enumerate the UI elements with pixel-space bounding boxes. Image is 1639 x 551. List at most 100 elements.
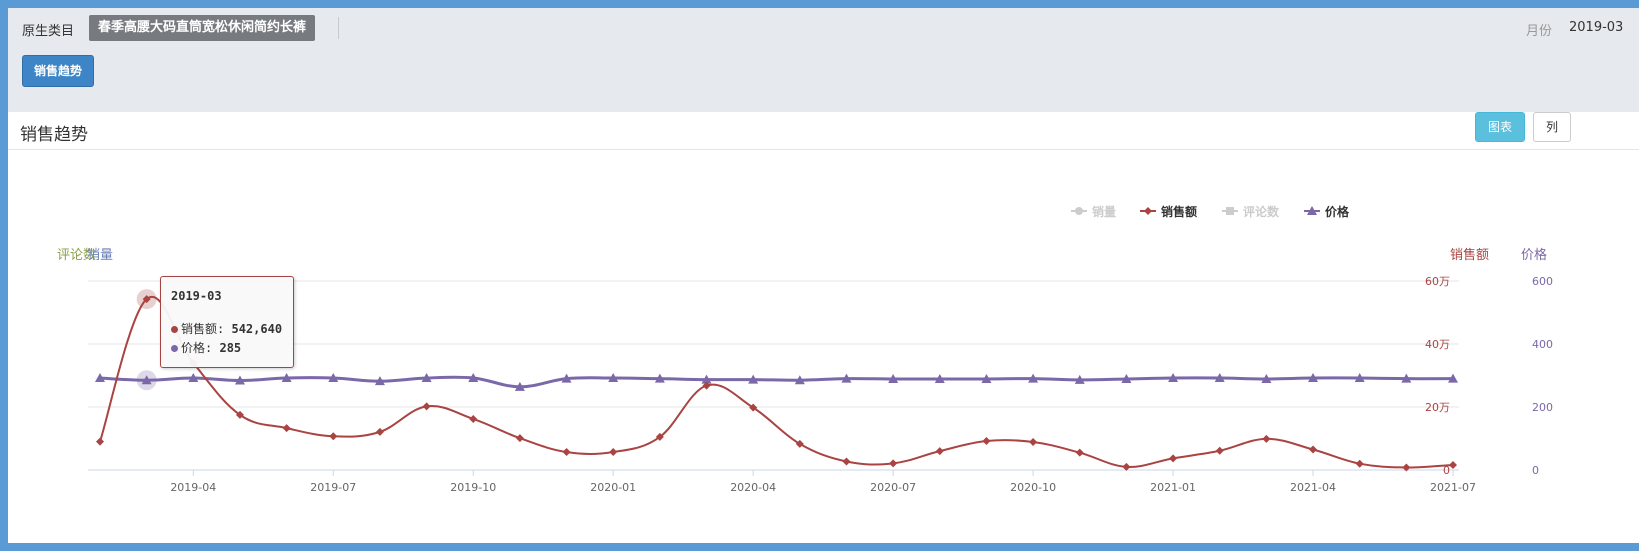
square-marker-icon: [1226, 207, 1234, 215]
price-point: [1448, 373, 1458, 383]
price-point: [888, 373, 899, 383]
view-chart-button[interactable]: 图表: [1475, 112, 1526, 142]
x-tick-label: 2020-04: [730, 481, 776, 494]
price-point: [234, 375, 245, 385]
sales-amount-point: [795, 439, 804, 448]
sales-amount-axis-title: 销售额: [1450, 247, 1489, 263]
tooltip-label: 价格: [181, 341, 206, 355]
price-point: [981, 373, 992, 383]
price-point: [748, 374, 759, 384]
price-point: [1074, 374, 1085, 384]
sales-amount-series-line: [99, 295, 1454, 469]
tooltip-row-price: 价格: 285: [171, 339, 241, 356]
sales-amount-point: [282, 424, 291, 433]
price-point: [328, 373, 339, 383]
triangle-marker-icon: [1307, 206, 1317, 215]
sales-amount-point: [609, 448, 618, 457]
x-tick-label: 2021-01: [1150, 481, 1196, 494]
price-tick-label: 600: [1532, 275, 1553, 288]
price-point: [1028, 373, 1039, 383]
price-series-line: [99, 375, 1454, 389]
price-point: [1354, 373, 1365, 383]
category-separator: [338, 17, 339, 39]
x-tick-label: 2021-04: [1290, 481, 1336, 494]
sales-amount-tick-label: 0: [1443, 464, 1450, 477]
category-label: 原生类目: [22, 24, 75, 39]
sales-amount-point: [235, 410, 244, 419]
price-point: [374, 376, 385, 386]
price-point: [1308, 373, 1319, 383]
month-label: 月份: [1526, 24, 1553, 39]
category-tag[interactable]: 春季高腰大码直筒宽松休闲简约长裤: [89, 15, 316, 41]
tooltip-value: 285: [219, 341, 242, 355]
price-point: [1214, 373, 1225, 383]
price-tick-label: 200: [1532, 401, 1553, 414]
sales-amount-point: [1075, 448, 1084, 457]
legend-item[interactable]: 价格: [1304, 204, 1350, 219]
price-point: [1168, 373, 1179, 383]
sales-amount-point: [1262, 434, 1271, 443]
x-tick-label: 2020-07: [870, 481, 916, 494]
page-frame: 原生类目 春季高腰大码直筒宽松休闲简约长裤 月份 2019-03 销售趋势 销售…: [8, 8, 1639, 543]
price-point: [95, 373, 105, 383]
sales-amount-point: [749, 403, 758, 412]
circle-marker-icon: [1075, 207, 1083, 215]
price-point: [281, 373, 292, 383]
chart-tooltip: 2019-03 销售额: 542,640 价格: 285: [160, 276, 294, 368]
sales-amount-dot-icon: [171, 326, 178, 333]
price-point: [421, 373, 432, 383]
sales-amount-point: [329, 432, 338, 441]
price-point: [1121, 373, 1132, 383]
filter-bar: 原生类目 春季高腰大码直筒宽松休闲简约长裤 月份 2019-03 销售趋势: [8, 8, 1639, 112]
x-tick-label: 2019-04: [170, 481, 216, 494]
price-tick-label: 0: [1532, 464, 1539, 477]
price-point: [608, 373, 619, 383]
sales-amount-point: [935, 447, 944, 456]
sales-amount-point: [562, 448, 571, 457]
sales-amount-point: [1309, 445, 1318, 454]
price-point: [1261, 373, 1272, 383]
sales-amount-point: [655, 432, 664, 441]
price-point: [188, 373, 199, 383]
sales-amount-point: [142, 295, 151, 304]
view-list-button[interactable]: 列: [1533, 112, 1572, 142]
sales-amount-point: [1355, 459, 1364, 468]
sales-trend-chart: 2019-04 2019-07 2019-10 2020-01 2020-04 2020-…: [57, 204, 1553, 494]
sales-amount-point: [1029, 437, 1038, 446]
sales-amount-point: [469, 414, 478, 423]
price-point: [561, 373, 572, 383]
price-point: [141, 375, 152, 385]
sales-amount-point: [375, 427, 384, 436]
price-point: [701, 374, 712, 384]
sales-amount-point: [1122, 462, 1131, 471]
tooltip-row-sales-amount: 销售额: 542,640: [171, 320, 282, 337]
sales-volume-axis-title: 销量: [87, 248, 113, 263]
x-tick-label: 2019-10: [450, 481, 496, 494]
month-value[interactable]: 2019-03: [1569, 20, 1624, 35]
section-divider: [8, 149, 1639, 150]
x-tick-label: 2021-07: [1430, 481, 1476, 494]
sales-amount-point: [1215, 446, 1224, 455]
sales-amount-point: [422, 402, 431, 411]
sales-trend-button[interactable]: 销售趋势: [22, 55, 95, 87]
tooltip-value: 542,640: [231, 322, 283, 336]
legend-label: 价格: [1325, 204, 1350, 219]
price-point: [1401, 373, 1412, 383]
legend-label: 销售额: [1161, 204, 1197, 219]
sales-amount-point: [842, 457, 851, 466]
price-point: [514, 381, 525, 391]
price-dot-icon: [171, 345, 178, 352]
sales-amount-point: [1402, 463, 1411, 472]
legend-item[interactable]: 销量: [1071, 204, 1116, 219]
sales-amount-point: [515, 434, 524, 443]
x-tick-label: 2020-10: [1010, 481, 1056, 494]
price-point: [934, 373, 945, 383]
sales-amount-point: [702, 381, 711, 390]
sales-amount-tick-label: 60万: [1425, 275, 1450, 288]
x-tick-label: 2020-01: [590, 481, 636, 494]
sales-amount-tick-label: 40万: [1425, 338, 1450, 351]
price-point: [468, 373, 479, 383]
legend-item[interactable]: 销售额: [1140, 204, 1197, 219]
sales-amount-point: [1449, 460, 1457, 469]
legend-item[interactable]: 评论数: [1222, 204, 1280, 219]
